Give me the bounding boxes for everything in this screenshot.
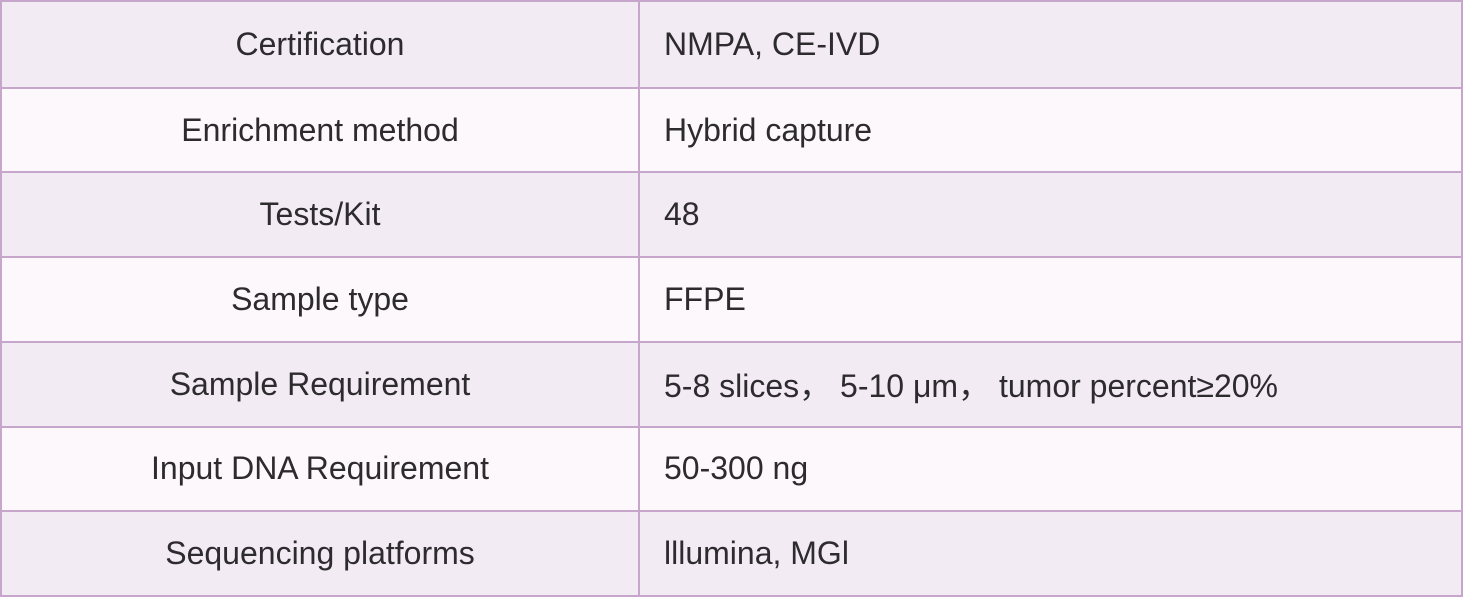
row-label-sequencing-platforms: Sequencing platforms [2, 512, 640, 595]
table-row: Sample type FFPE [2, 256, 1461, 341]
table-row: Sample Requirement 5-8 slices， 5-10 μm， … [2, 340, 1461, 426]
row-label-input-dna-requirement: Input DNA Requirement [2, 427, 640, 511]
table-row: Enrichment method Hybrid capture [2, 86, 1461, 172]
row-value-input-dna-requirement: 50-300 ng [640, 427, 1461, 511]
table-row: Sequencing platforms lllumina, MGl [2, 510, 1461, 595]
row-label-tests-kit: Tests/Kit [2, 173, 640, 257]
row-value-sequencing-platforms: lllumina, MGl [640, 512, 1461, 595]
row-value-sample-requirement: 5-8 slices， 5-10 μm， tumor percent≥20% [640, 342, 1461, 426]
table-row: Tests/Kit 48 [2, 171, 1461, 257]
row-label-certification: Certification [2, 2, 640, 87]
row-label-enrichment-method: Enrichment method [2, 88, 640, 172]
row-label-sample-type: Sample type [2, 258, 640, 341]
table-row: Certification NMPA, CE-IVD [2, 2, 1461, 87]
row-value-sample-type: FFPE [640, 258, 1461, 341]
row-label-sample-requirement: Sample Requirement [2, 342, 640, 426]
table-row: Input DNA Requirement 50-300 ng [2, 425, 1461, 511]
row-value-tests-kit: 48 [640, 173, 1461, 257]
row-value-certification: NMPA, CE-IVD [640, 2, 1461, 87]
row-value-enrichment-method: Hybrid capture [640, 88, 1461, 172]
